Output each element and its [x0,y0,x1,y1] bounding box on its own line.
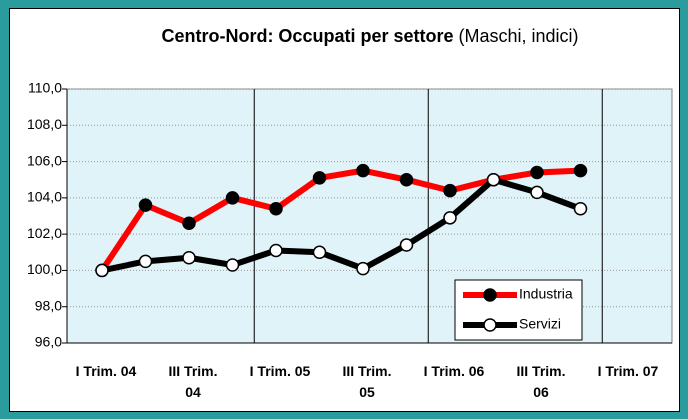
data-point [138,198,153,212]
x-tick-label: III Trim. 06 [516,363,566,400]
y-tick-label: 102,0 [27,225,62,241]
y-tick-label: 110,0 [28,80,62,96]
data-point [312,245,327,260]
data-point [399,238,414,252]
data-point [356,261,370,276]
legend-marker [483,288,497,302]
data-point [225,258,240,272]
x-tick-label: III Trim. 05 [342,363,392,400]
x-tick-label: I Trim. 05 [249,363,311,379]
data-point [530,185,544,200]
title-block: Centro-Nord: Occupati per settore (Masch… [100,24,640,49]
series-line [99,167,581,273]
data-point [486,172,501,187]
x-tick-label: III Trim. 04 [168,363,218,400]
data-point [573,201,588,216]
data-point [530,165,544,180]
data-point [269,243,283,258]
data-point [225,191,240,205]
legend-label: Servizi [519,316,561,332]
data-point [138,254,153,269]
x-tick-label: I Trim. 07 [597,363,659,379]
x-tick-label: I Trim. 06 [423,363,485,379]
data-point [269,201,283,216]
y-tick-label: 108,0 [27,116,62,132]
y-tick-label: 106,0 [27,152,62,168]
y-tick-label: 100,0 [27,261,62,277]
data-point [443,211,457,225]
legend-box [454,279,583,341]
y-tick-label: 96,0 [35,334,62,350]
data-point [182,216,196,231]
data-point [312,171,327,185]
data-point [573,163,588,178]
y-tick-label: 98,0 [35,297,62,313]
x-tick-label: I Trim. 04 [75,363,137,379]
data-point [356,163,370,178]
series-line [101,176,582,274]
chart-title: Centro-Nord: Occupati per settore [161,26,454,46]
data-point [443,183,457,198]
data-point [95,263,109,278]
legend-label: Industria [519,286,573,302]
data-point [399,172,414,187]
y-tick-label: 104,0 [27,189,62,205]
data-point [182,250,196,265]
chart-subtitle: (Maschi, indici) [458,26,579,46]
legend-marker [483,318,497,332]
